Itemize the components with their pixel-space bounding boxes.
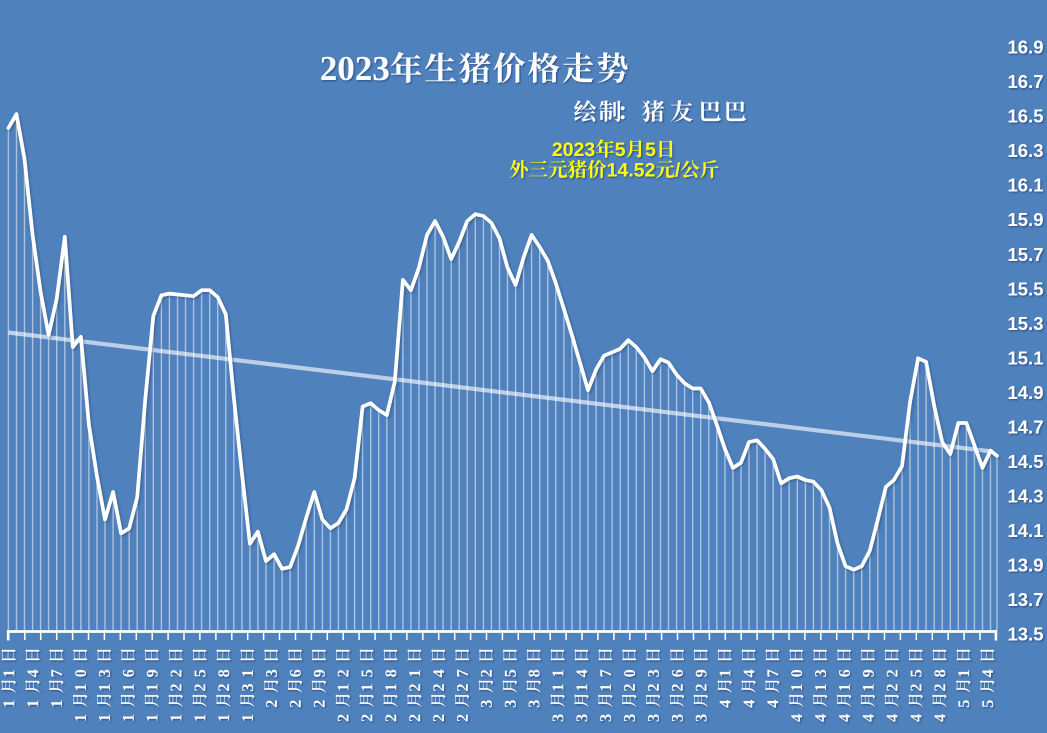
svg-text:15.1: 15.1 bbox=[1007, 347, 1043, 368]
svg-text:13.9: 13.9 bbox=[1007, 555, 1043, 576]
svg-text:16.3: 16.3 bbox=[1007, 140, 1043, 161]
svg-text:15.5: 15.5 bbox=[1007, 278, 1043, 299]
svg-text:14.9: 14.9 bbox=[1007, 382, 1043, 403]
svg-text:13.5: 13.5 bbox=[1007, 624, 1043, 645]
svg-text:16.1: 16.1 bbox=[1007, 175, 1043, 196]
svg-text:13.7: 13.7 bbox=[1007, 589, 1043, 610]
svg-text:15.7: 15.7 bbox=[1007, 244, 1043, 265]
svg-text:16.7: 16.7 bbox=[1007, 71, 1043, 92]
svg-text:16.9: 16.9 bbox=[1007, 37, 1043, 58]
svg-text:14.3: 14.3 bbox=[1007, 486, 1043, 507]
svg-text:15.3: 15.3 bbox=[1007, 313, 1043, 334]
svg-text:16.5: 16.5 bbox=[1007, 106, 1043, 127]
svg-text:14.1: 14.1 bbox=[1007, 520, 1043, 541]
svg-text:15.9: 15.9 bbox=[1007, 209, 1043, 230]
svg-text:14.7: 14.7 bbox=[1007, 416, 1043, 437]
svg-text:14.5: 14.5 bbox=[1007, 451, 1043, 472]
